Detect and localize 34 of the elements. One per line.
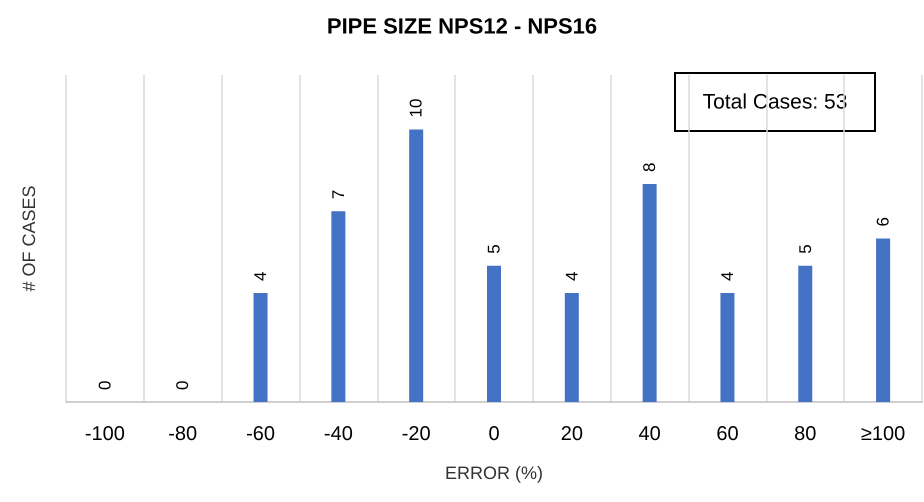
y-axis-title: # OF CASES <box>19 185 39 292</box>
data-label: 5 <box>796 244 815 254</box>
bar <box>564 293 579 402</box>
x-tick-label: 60 <box>716 423 739 445</box>
data-label: 4 <box>562 272 582 281</box>
bar <box>798 266 812 402</box>
bar <box>487 266 501 402</box>
bar <box>720 293 734 402</box>
data-label: 7 <box>328 190 348 200</box>
x-tick-label: -20 <box>402 423 431 445</box>
x-tick-label: 80 <box>794 423 816 445</box>
data-label: 5 <box>484 244 504 254</box>
x-tick-label: -60 <box>246 423 275 445</box>
bar <box>409 130 424 402</box>
x-tick-label: 20 <box>560 423 583 445</box>
bar <box>331 211 346 402</box>
data-label: 8 <box>640 162 660 172</box>
data-label: 0 <box>173 380 192 390</box>
x-tick-label: ≥100 <box>860 423 906 445</box>
bar <box>642 184 657 402</box>
x-axis-title: ERROR (%) <box>445 463 543 483</box>
x-tick-label: 40 <box>638 423 661 445</box>
x-tick-label: 0 <box>488 423 500 445</box>
x-tick-label: -100 <box>84 423 125 445</box>
data-label: 0 <box>95 380 114 390</box>
data-label: 4 <box>718 272 737 281</box>
bar <box>254 293 268 402</box>
data-label: 4 <box>251 272 270 281</box>
x-tick-label: -40 <box>324 423 353 445</box>
x-tick-label: -80 <box>168 423 198 445</box>
bar <box>876 238 890 402</box>
data-label: 6 <box>874 217 893 226</box>
data-label: 10 <box>406 98 426 118</box>
chart-title: PIPE SIZE NPS12 - NPS16 <box>326 14 598 38</box>
